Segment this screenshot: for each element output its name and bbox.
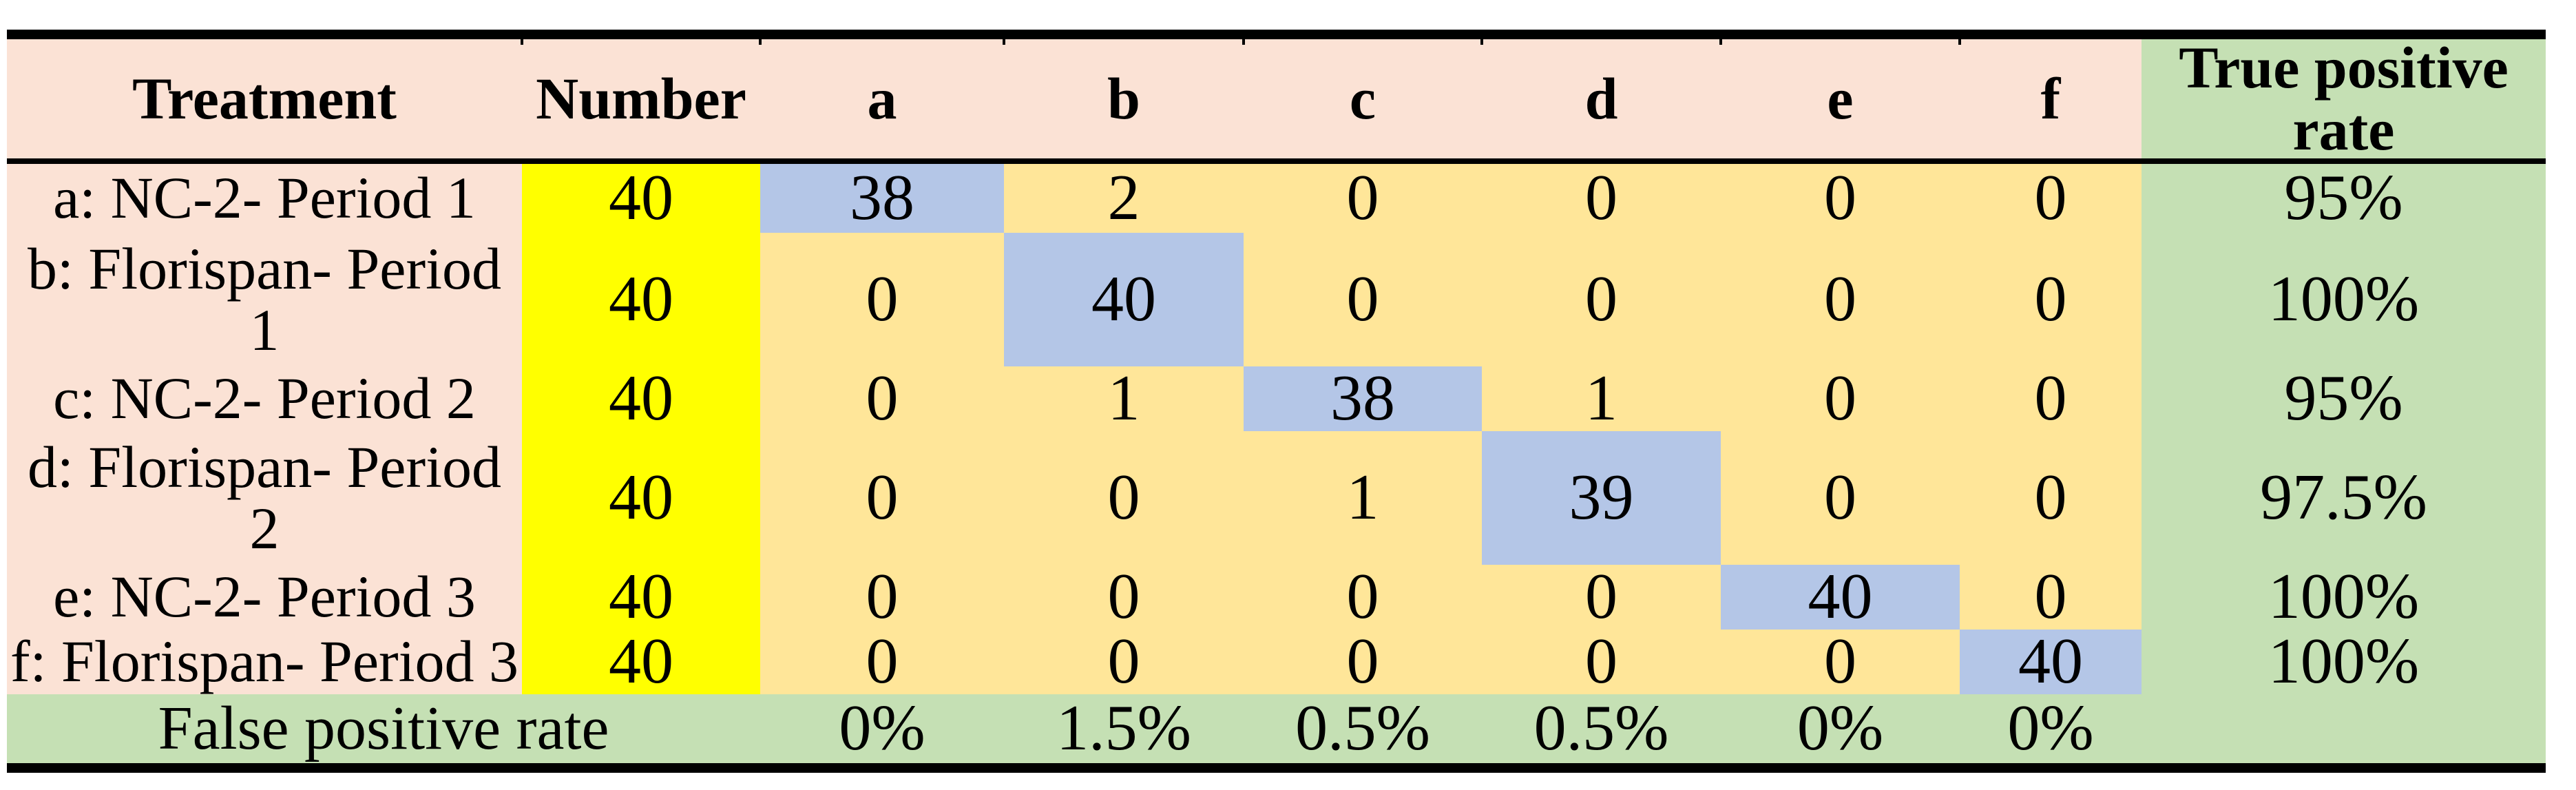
header-cell-b: b xyxy=(1004,39,1244,158)
number-cell: 40 xyxy=(522,431,760,565)
matrix-cell: 0 xyxy=(1244,630,1482,694)
column-boundary-tick xyxy=(1003,39,1005,45)
true-positive-rate-cell: 100% xyxy=(2142,565,2546,630)
true-positive-rate-cell: 95% xyxy=(2142,164,2546,233)
matrix-cell: 0 xyxy=(760,630,1004,694)
treatment-label: c: NC-2- Period 2 xyxy=(7,366,522,431)
treatment-label-line: c: NC-2- Period 2 xyxy=(53,366,476,431)
matrix-cell: 1 xyxy=(1244,431,1482,565)
matrix-cell: 1 xyxy=(1482,366,1721,431)
false-positive-rate-cell: 0% xyxy=(1721,694,1960,763)
header-cell-true-positive-rate: True positive rate xyxy=(2142,39,2546,158)
matrix-cell-diagonal: 38 xyxy=(760,164,1004,233)
treatment-label: e: NC-2- Period 3 xyxy=(7,565,522,630)
matrix-cell: 0 xyxy=(1960,565,2142,630)
header-cell-c: c xyxy=(1244,39,1482,158)
column-boundary-tick xyxy=(521,39,523,45)
header-divider-rule xyxy=(7,158,2546,164)
matrix-cell-diagonal: 40 xyxy=(1721,565,1960,630)
true-positive-rate-cell: 100% xyxy=(2142,233,2546,366)
matrix-cell: 0 xyxy=(1004,431,1244,565)
header-cell-a: a xyxy=(760,39,1004,158)
matrix-cell-diagonal: 40 xyxy=(1004,233,1244,366)
treatment-label: a: NC-2- Period 1 xyxy=(7,164,522,233)
matrix-cell: 0 xyxy=(760,233,1004,366)
matrix-cell: 0 xyxy=(1482,565,1721,630)
matrix-cell-diagonal: 40 xyxy=(1960,630,2142,694)
matrix-cell: 0 xyxy=(1721,431,1960,565)
header-cell-f: f xyxy=(1960,39,2142,158)
matrix-cell: 0 xyxy=(1960,164,2142,233)
false-positive-rate-cell: 0.5% xyxy=(1482,694,1721,763)
false-positive-rate-cell: 1.5% xyxy=(1004,694,1244,763)
matrix-cell: 0 xyxy=(1244,233,1482,366)
false-positive-rate-label: False positive rate xyxy=(7,694,760,763)
matrix-cell: 0 xyxy=(1721,233,1960,366)
number-cell: 40 xyxy=(522,366,760,431)
matrix-cell: 2 xyxy=(1004,164,1244,233)
false-positive-rate-cell: 0% xyxy=(1960,694,2142,763)
matrix-cell-diagonal: 39 xyxy=(1482,431,1721,565)
column-boundary-tick xyxy=(1480,39,1483,45)
number-cell: 40 xyxy=(522,565,760,630)
column-boundary-tick xyxy=(1242,39,1245,45)
treatment-label-line: a: NC-2- Period 1 xyxy=(53,165,476,231)
header-cell-treatment: Treatment xyxy=(7,39,522,158)
matrix-cell: 0 xyxy=(1960,431,2142,565)
matrix-cell: 0 xyxy=(1721,630,1960,694)
matrix-cell: 0 xyxy=(1244,164,1482,233)
matrix-cell: 0 xyxy=(1482,630,1721,694)
number-cell: 40 xyxy=(522,233,760,366)
number-cell: 40 xyxy=(522,164,760,233)
matrix-cell: 0 xyxy=(1960,233,2142,366)
matrix-cell: 0 xyxy=(760,366,1004,431)
treatment-label-line: 2 xyxy=(249,495,280,561)
treatment-label-line: e: NC-2- Period 3 xyxy=(53,565,476,630)
column-boundary-tick xyxy=(759,39,762,45)
footer-rate-spacer xyxy=(2142,694,2546,763)
matrix-cell: 0 xyxy=(1244,565,1482,630)
matrix-cell: 0 xyxy=(1482,164,1721,233)
matrix-cell: 1 xyxy=(1004,366,1244,431)
header-cell-d: d xyxy=(1482,39,1721,158)
true-positive-rate-cell: 97.5% xyxy=(2142,431,2546,565)
treatment-label-line: 1 xyxy=(249,297,280,363)
treatment-label-line: f: Florispan- Period 3 xyxy=(10,630,519,694)
confusion-matrix-table: Treatment Number a b c d e f True positive rate a… xyxy=(7,30,2546,773)
column-boundary-tick xyxy=(1719,39,1722,45)
matrix-cell-diagonal: 38 xyxy=(1244,366,1482,431)
matrix-cell: 0 xyxy=(760,565,1004,630)
header-cell-number: Number xyxy=(522,39,760,158)
column-boundary-tick xyxy=(1958,39,1961,45)
matrix-cell: 0 xyxy=(1482,233,1721,366)
treatment-label: b: Florispan- Period 1 xyxy=(7,233,522,366)
header-cell-e: e xyxy=(1721,39,1960,158)
treatment-label-line: d: Florispan- Period xyxy=(28,433,501,500)
treatment-label: d: Florispan- Period 2 xyxy=(7,431,522,565)
matrix-cell: 0 xyxy=(1004,565,1244,630)
false-positive-rate-cell: 0% xyxy=(760,694,1004,763)
treatment-label-line: b: Florispan- Period xyxy=(28,235,501,302)
number-cell: 40 xyxy=(522,630,760,694)
matrix-cell: 0 xyxy=(1721,164,1960,233)
matrix-cell: 0 xyxy=(1721,366,1960,431)
true-positive-rate-cell: 95% xyxy=(2142,366,2546,431)
matrix-cell: 0 xyxy=(760,431,1004,565)
treatment-label: f: Florispan- Period 3 xyxy=(7,630,522,694)
matrix-cell: 0 xyxy=(1004,630,1244,694)
true-positive-rate-cell: 100% xyxy=(2142,630,2546,694)
false-positive-rate-cell: 0.5% xyxy=(1244,694,1482,763)
matrix-cell: 0 xyxy=(1960,366,2142,431)
